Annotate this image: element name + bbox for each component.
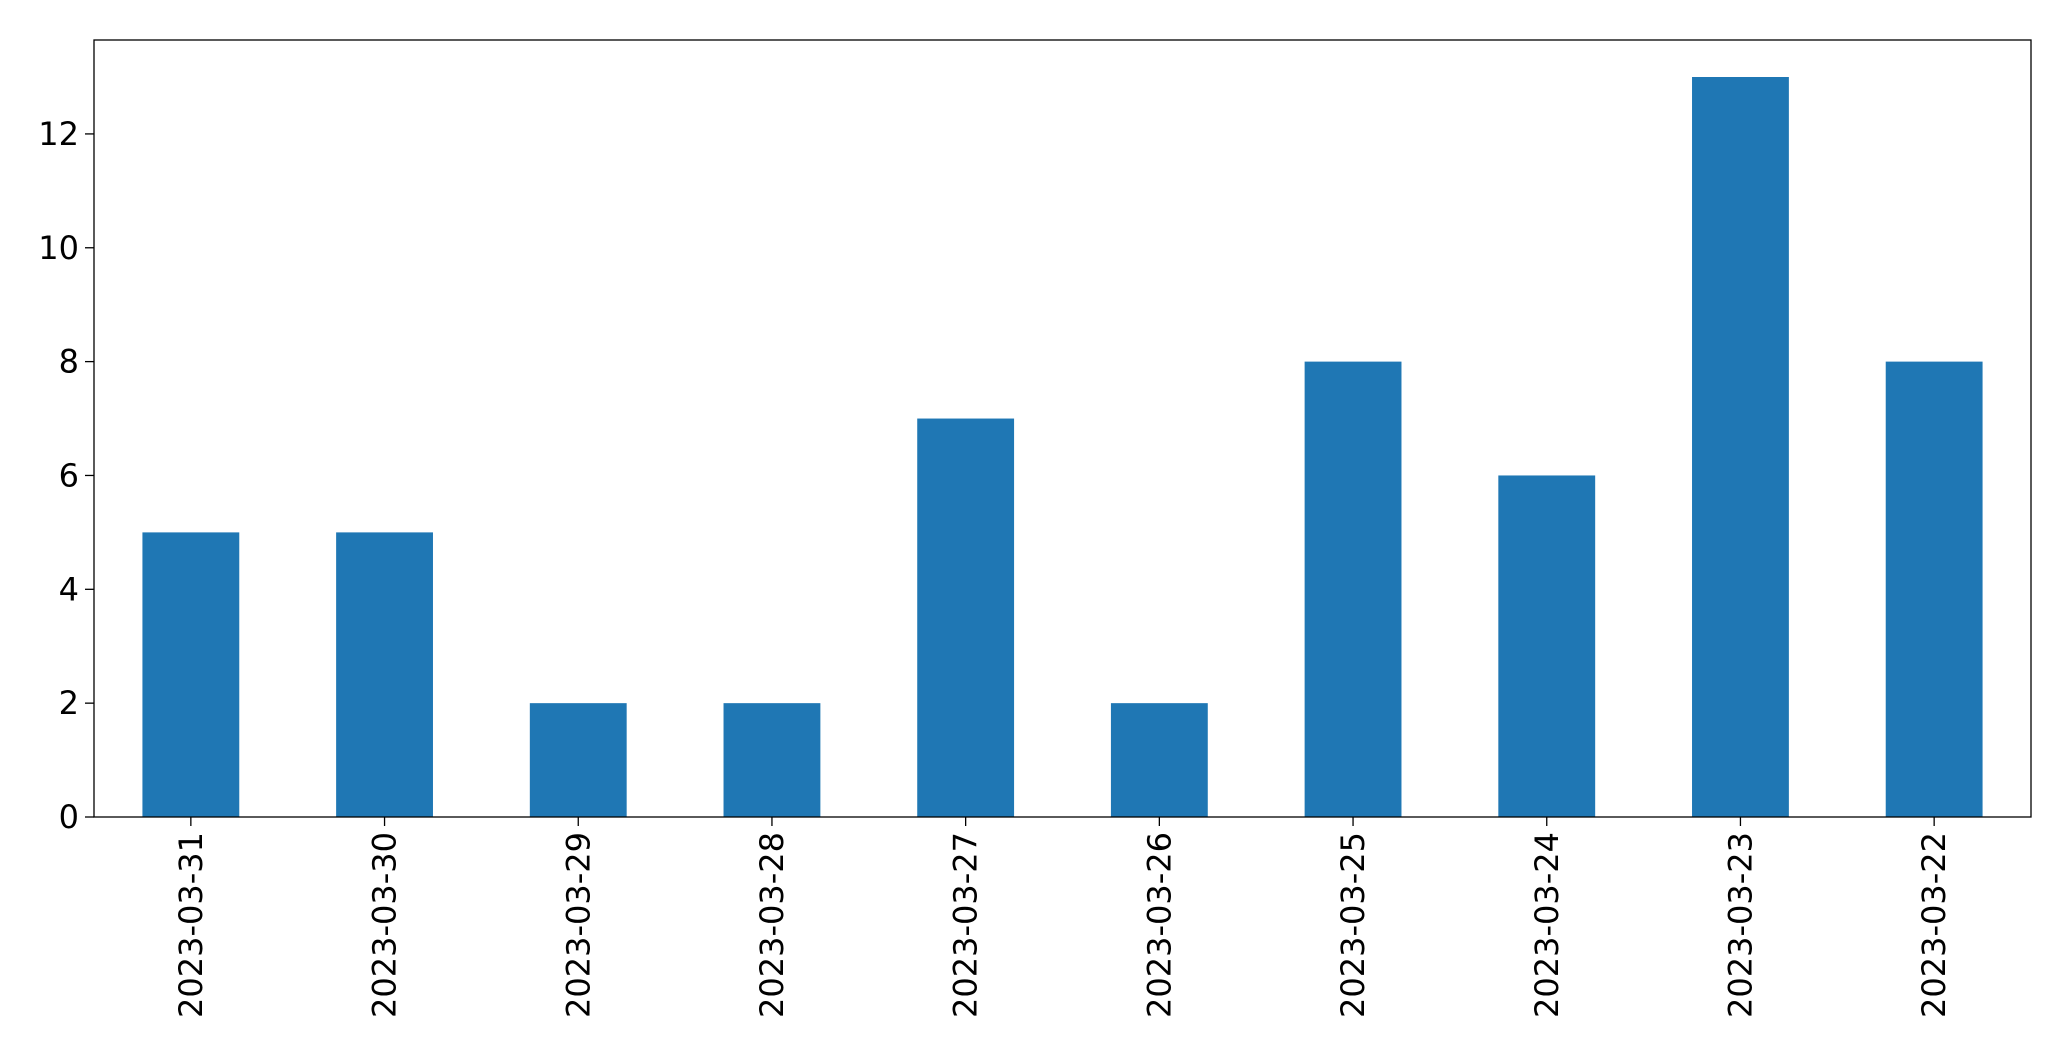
bar	[529, 703, 627, 817]
y-tick-label: 0	[59, 798, 79, 836]
bar	[917, 418, 1015, 817]
x-tick-label: 2023-03-24	[1528, 832, 1566, 1018]
x-tick-label: 2023-03-31	[172, 832, 210, 1018]
y-tick-label: 8	[59, 343, 79, 381]
x-tick-label: 2023-03-22	[1915, 832, 1953, 1018]
bar	[336, 532, 433, 817]
bar	[723, 703, 821, 817]
bar	[1110, 703, 1208, 817]
y-tick-label: 6	[59, 456, 79, 494]
x-tick-label: 2023-03-28	[753, 832, 791, 1018]
bar	[1498, 475, 1596, 817]
y-tick-label: 12	[38, 115, 79, 153]
bar	[142, 532, 240, 817]
plot-frame	[93, 39, 2032, 818]
y-tick-label: 2	[59, 684, 79, 722]
x-tick-label: 2023-03-30	[366, 832, 404, 1018]
x-tick-label: 2023-03-26	[1140, 832, 1178, 1018]
y-tick-label: 10	[38, 229, 79, 267]
bar	[1304, 361, 1402, 817]
bar	[1885, 361, 1983, 817]
x-tick-label: 2023-03-27	[947, 832, 985, 1018]
x-tick-label: 2023-03-23	[1721, 832, 1759, 1018]
bar	[1692, 77, 1789, 817]
x-tick-label: 2023-03-25	[1334, 832, 1372, 1018]
y-tick-label: 4	[59, 570, 79, 608]
x-tick-label: 2023-03-29	[559, 832, 597, 1018]
